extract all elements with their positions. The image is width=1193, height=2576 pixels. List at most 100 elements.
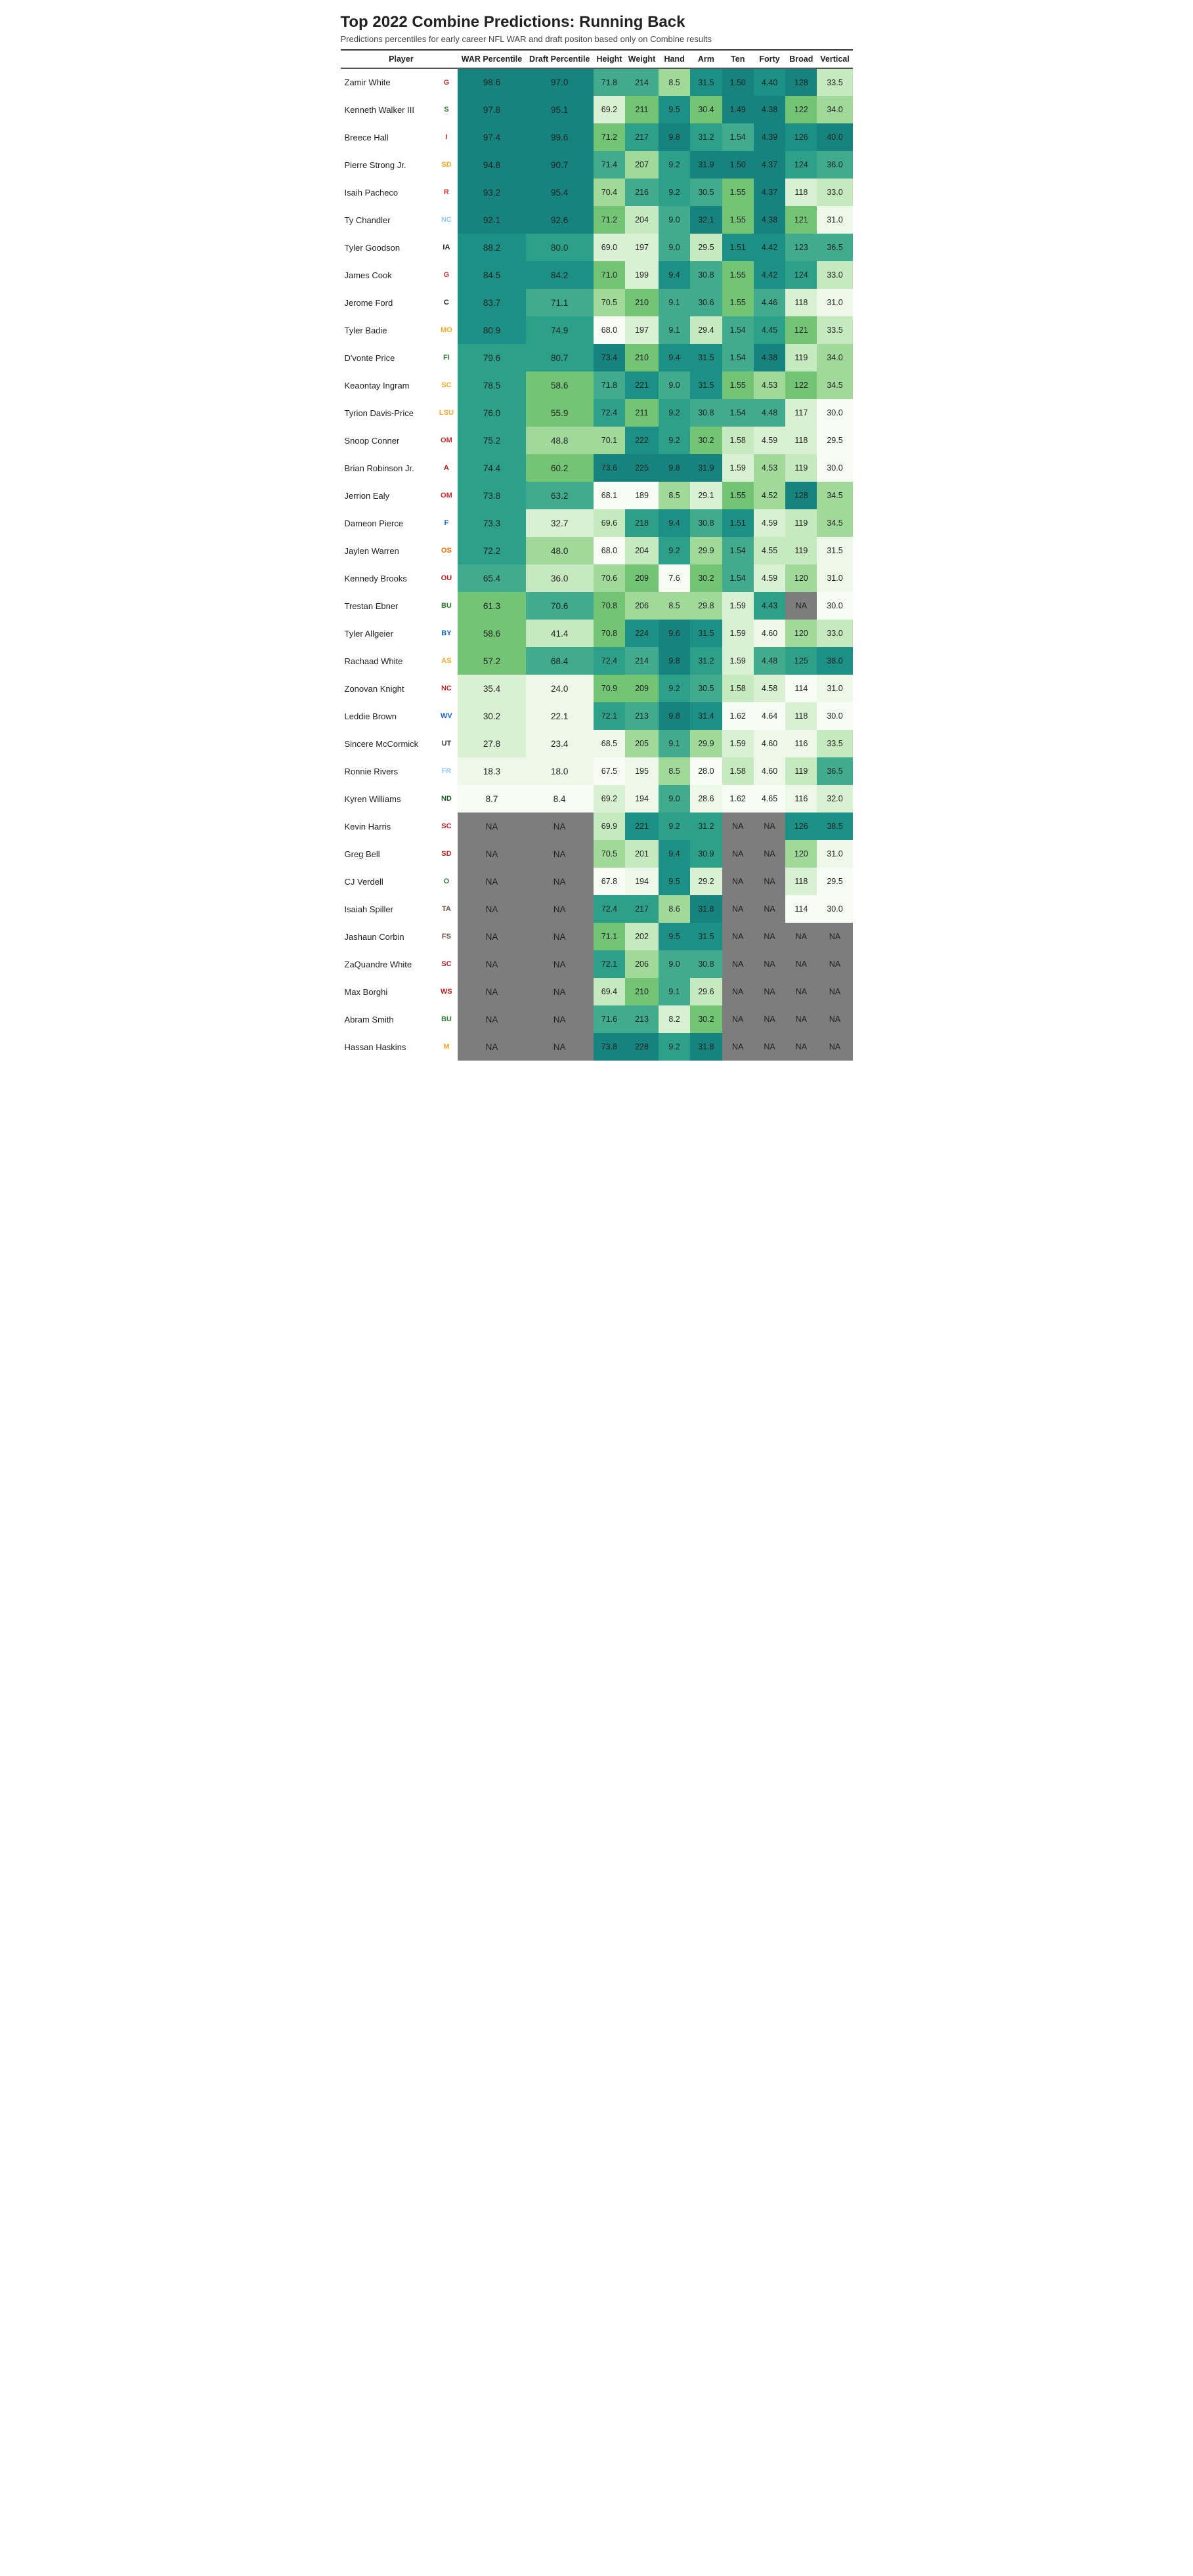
table-row: Snoop ConnerOM75.248.870.12229.230.21.58… xyxy=(341,427,853,454)
cell-weight: 216 xyxy=(625,179,659,206)
cell-draft: 80.0 xyxy=(526,234,594,261)
cell-forty: 4.42 xyxy=(754,261,785,289)
cell-arm: 30.2 xyxy=(690,564,722,592)
team-logo: WS xyxy=(435,978,458,1005)
cell-broad: 117 xyxy=(785,399,817,427)
cell-arm: 31.2 xyxy=(690,813,722,840)
cell-broad: 128 xyxy=(785,68,817,96)
team-logo: OM xyxy=(435,482,458,509)
cell-weight: 189 xyxy=(625,482,659,509)
team-logo: I xyxy=(435,123,458,151)
cell-hand: 9.1 xyxy=(659,289,690,316)
cell-vertical: 33.0 xyxy=(817,261,852,289)
cell-ten: 1.54 xyxy=(722,344,754,371)
cell-arm: 28.6 xyxy=(690,785,722,813)
col-broad: Broad xyxy=(785,50,817,68)
cell-height: 70.5 xyxy=(594,289,625,316)
team-logo: ND xyxy=(435,785,458,813)
team-logo: R xyxy=(435,179,458,206)
table-row: Hassan HaskinsMNANA73.82289.231.8NANANAN… xyxy=(341,1033,853,1061)
cell-hand: 9.1 xyxy=(659,730,690,757)
cell-hand: 9.2 xyxy=(659,675,690,702)
team-logo: G xyxy=(435,261,458,289)
player-name: Sincere McCormick xyxy=(341,730,435,757)
cell-hand: 8.5 xyxy=(659,482,690,509)
col-forty: Forty xyxy=(754,50,785,68)
cell-arm: 29.5 xyxy=(690,234,722,261)
player-name: Trestan Ebner xyxy=(341,592,435,620)
cell-ten: 1.51 xyxy=(722,509,754,537)
team-logo: FR xyxy=(435,757,458,785)
cell-ten: 1.55 xyxy=(722,289,754,316)
cell-broad: 114 xyxy=(785,675,817,702)
cell-forty: 4.59 xyxy=(754,564,785,592)
cell-broad: 118 xyxy=(785,868,817,895)
cell-ten: NA xyxy=(722,868,754,895)
cell-ten: NA xyxy=(722,1033,754,1061)
player-name: Brian Robinson Jr. xyxy=(341,454,435,482)
cell-arm: 31.5 xyxy=(690,371,722,399)
cell-draft: 92.6 xyxy=(526,206,594,234)
team-logo: MO xyxy=(435,316,458,344)
cell-war: 92.1 xyxy=(458,206,525,234)
cell-ten: 1.59 xyxy=(722,620,754,647)
cell-ten: NA xyxy=(722,813,754,840)
cell-draft: 63.2 xyxy=(526,482,594,509)
team-logo: OU xyxy=(435,564,458,592)
cell-vertical: 30.0 xyxy=(817,399,852,427)
cell-draft: NA xyxy=(526,1005,594,1033)
table-row: Zamir WhiteG98.697.071.82148.531.51.504.… xyxy=(341,68,853,96)
cell-ten: 1.51 xyxy=(722,234,754,261)
table-row: Sincere McCormickUT27.823.468.52059.129.… xyxy=(341,730,853,757)
cell-vertical: 34.5 xyxy=(817,482,852,509)
cell-weight: 224 xyxy=(625,620,659,647)
team-logo: FS xyxy=(435,923,458,950)
player-name: Jaylen Warren xyxy=(341,537,435,564)
cell-hand: 9.0 xyxy=(659,371,690,399)
cell-weight: 222 xyxy=(625,427,659,454)
team-logo: BU xyxy=(435,1005,458,1033)
cell-draft: 58.6 xyxy=(526,371,594,399)
team-logo: SD xyxy=(435,151,458,179)
cell-war: 93.2 xyxy=(458,179,525,206)
cell-arm: 31.2 xyxy=(690,123,722,151)
cell-height: 71.8 xyxy=(594,371,625,399)
team-logo: SC xyxy=(435,950,458,978)
cell-height: 72.1 xyxy=(594,950,625,978)
cell-arm: 31.5 xyxy=(690,344,722,371)
cell-weight: 214 xyxy=(625,647,659,675)
predictions-table: Player WAR Percentile Draft Percentile H… xyxy=(341,49,853,1061)
cell-draft: 24.0 xyxy=(526,675,594,702)
player-name: Tyler Badie xyxy=(341,316,435,344)
cell-hand: 9.2 xyxy=(659,427,690,454)
cell-ten: 1.55 xyxy=(722,179,754,206)
table-row: Tyler BadieMO80.974.968.01979.129.41.544… xyxy=(341,316,853,344)
cell-height: 69.0 xyxy=(594,234,625,261)
cell-weight: 221 xyxy=(625,371,659,399)
player-name: Breece Hall xyxy=(341,123,435,151)
cell-ten: 1.54 xyxy=(722,316,754,344)
cell-draft: NA xyxy=(526,1033,594,1061)
team-logo: IA xyxy=(435,234,458,261)
player-name: Rachaad White xyxy=(341,647,435,675)
cell-ten: 1.54 xyxy=(722,123,754,151)
cell-draft: 8.4 xyxy=(526,785,594,813)
player-name: Jerrion Ealy xyxy=(341,482,435,509)
cell-war: 75.2 xyxy=(458,427,525,454)
cell-vertical: 36.0 xyxy=(817,151,852,179)
cell-arm: 30.2 xyxy=(690,427,722,454)
cell-weight: 213 xyxy=(625,702,659,730)
cell-vertical: 31.0 xyxy=(817,289,852,316)
cell-broad: NA xyxy=(785,978,817,1005)
cell-war: 97.4 xyxy=(458,123,525,151)
cell-arm: 30.9 xyxy=(690,840,722,868)
cell-forty: 4.38 xyxy=(754,206,785,234)
cell-forty: NA xyxy=(754,895,785,923)
cell-broad: 125 xyxy=(785,647,817,675)
cell-war: 57.2 xyxy=(458,647,525,675)
cell-forty: NA xyxy=(754,840,785,868)
cell-forty: 4.48 xyxy=(754,647,785,675)
cell-broad: 118 xyxy=(785,702,817,730)
cell-broad: 124 xyxy=(785,261,817,289)
player-name: Zamir White xyxy=(341,68,435,96)
